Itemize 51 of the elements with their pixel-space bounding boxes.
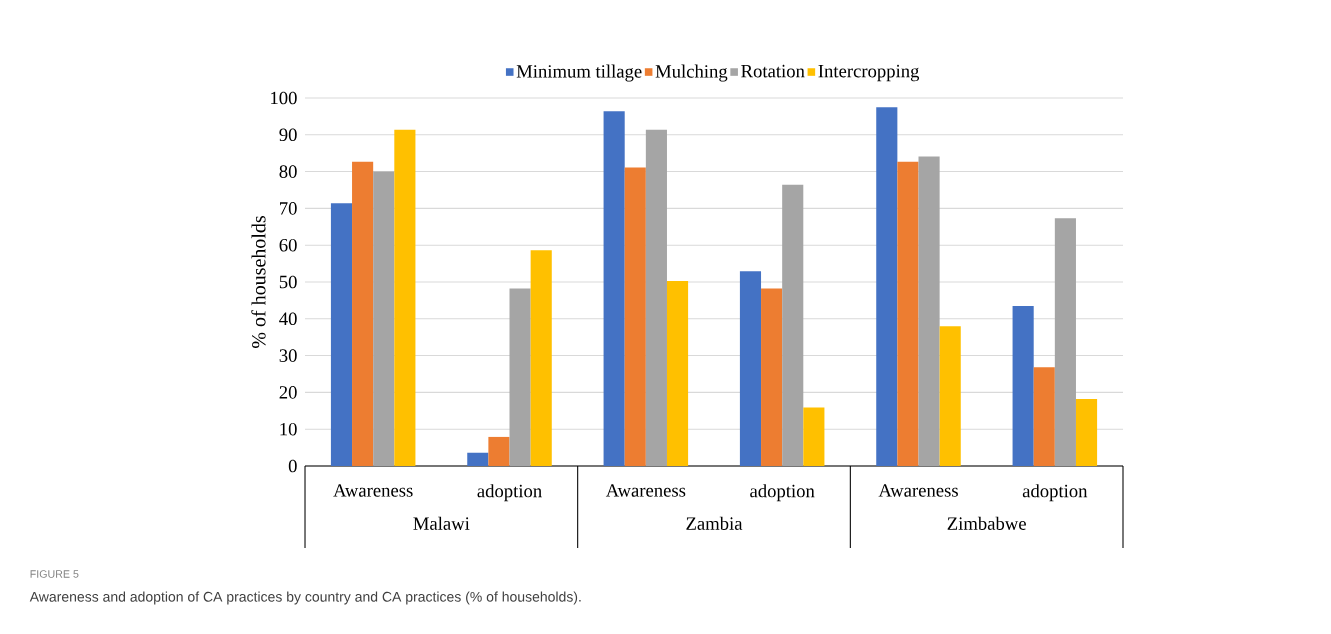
y-tick-label: 80 bbox=[279, 165, 297, 178]
legend-label: Minimum tillage bbox=[516, 64, 642, 82]
y-tick-label: 20 bbox=[279, 386, 297, 399]
bar bbox=[803, 407, 825, 466]
legend-label: Intercropping bbox=[818, 64, 920, 82]
bar bbox=[761, 288, 783, 466]
bar bbox=[530, 250, 552, 466]
bar bbox=[467, 452, 489, 466]
x-tick-label: Awareness bbox=[333, 484, 413, 497]
y-tick-label: 0 bbox=[288, 459, 297, 473]
bar bbox=[352, 161, 374, 466]
legend-label: Mulching bbox=[655, 64, 728, 82]
bar bbox=[509, 288, 531, 466]
bar bbox=[1054, 218, 1076, 466]
x-tick-label: Awareness bbox=[605, 484, 686, 497]
bar bbox=[782, 184, 804, 466]
text: Zimbabwe bbox=[947, 516, 1026, 530]
bar bbox=[666, 280, 689, 466]
x-tick-label: adoption bbox=[477, 484, 542, 502]
y-tick-label: 100 bbox=[271, 91, 297, 105]
bar bbox=[645, 129, 667, 466]
bar bbox=[394, 129, 416, 466]
y-axis-title: % of households bbox=[251, 216, 266, 348]
y-tick-label: 90 bbox=[279, 128, 297, 142]
legend-label: Rotation bbox=[741, 64, 805, 78]
y-tick-label: 50 bbox=[279, 275, 297, 289]
x-tick-label: adoption bbox=[1022, 484, 1088, 502]
x-tick-label: Awareness bbox=[878, 484, 958, 497]
bar bbox=[624, 167, 646, 466]
y-tick-label: 70 bbox=[280, 202, 297, 215]
bar bbox=[918, 156, 940, 466]
bar bbox=[876, 107, 898, 466]
bar bbox=[1012, 305, 1034, 466]
bar bbox=[1033, 367, 1055, 466]
y-tick-label: 60 bbox=[279, 238, 297, 252]
bar bbox=[739, 271, 762, 466]
x-tick-label: adoption bbox=[750, 484, 815, 502]
bar bbox=[939, 326, 961, 466]
bar bbox=[603, 111, 625, 466]
bar bbox=[330, 203, 353, 466]
bar bbox=[897, 161, 919, 466]
y-tick-label: 40 bbox=[279, 312, 297, 326]
y-tick-label: 10 bbox=[280, 422, 297, 436]
text: Zambia bbox=[686, 516, 743, 530]
bar bbox=[1075, 399, 1098, 466]
text: Malawi bbox=[413, 516, 470, 530]
y-tick-label: 30 bbox=[279, 349, 297, 362]
text: Awareness and adoption of CA practices by country and CA practices (% of households). bbox=[29, 591, 581, 605]
bar bbox=[488, 436, 510, 466]
caption: FIGURE 5 bbox=[30, 570, 79, 578]
bar bbox=[373, 171, 395, 466]
